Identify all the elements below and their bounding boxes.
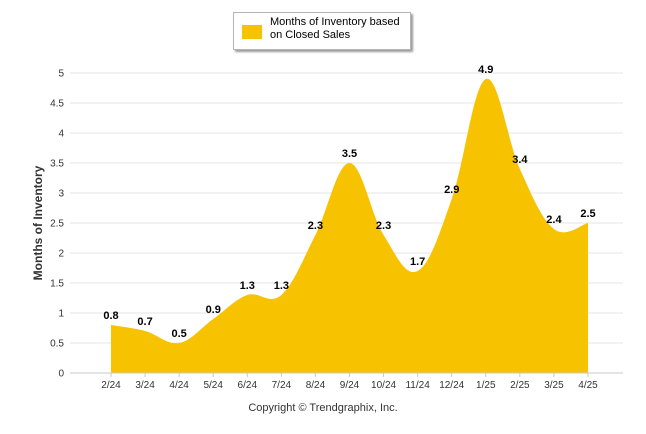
data-label: 0.7 bbox=[137, 316, 152, 328]
data-label: 0.8 bbox=[103, 310, 118, 322]
y-tick-label: 5 bbox=[58, 69, 64, 80]
x-tick-label: 9/24 bbox=[340, 380, 360, 391]
data-label: 1.3 bbox=[240, 280, 255, 292]
y-axis-ticks: 0 0.5 1 1.5 2 2.5 3 3.5 4 4.5 5 bbox=[50, 69, 64, 380]
data-label: 1.7 bbox=[410, 256, 425, 268]
legend-swatch bbox=[242, 25, 262, 39]
data-label: 2.5 bbox=[580, 208, 595, 220]
copyright-footer: Copyright © Trendgraphix, Inc. bbox=[248, 402, 398, 414]
y-tick-label: 1 bbox=[58, 309, 64, 320]
x-tick-label: 6/24 bbox=[238, 380, 258, 391]
y-tick-label: 1.5 bbox=[50, 279, 64, 290]
area-fill bbox=[111, 78, 588, 374]
y-tick-label: 2 bbox=[58, 249, 64, 260]
x-tick-label: 3/25 bbox=[544, 380, 564, 391]
data-label: 2.3 bbox=[376, 220, 391, 232]
y-tick-label: 0.5 bbox=[50, 339, 64, 350]
x-tick-label: 3/24 bbox=[135, 380, 155, 391]
x-tick-label: 4/24 bbox=[169, 380, 189, 391]
legend-label: Months of Inventory based on Closed Sale… bbox=[270, 16, 400, 41]
x-tick-label: 2/24 bbox=[101, 380, 121, 391]
data-label: 3.4 bbox=[512, 154, 528, 166]
x-tick-label: 7/24 bbox=[272, 380, 292, 391]
legend: Months of Inventory based on Closed Sale… bbox=[233, 12, 411, 50]
x-tick-label: 12/24 bbox=[439, 380, 464, 391]
x-tick-label: 4/25 bbox=[578, 380, 598, 391]
area-series bbox=[70, 78, 623, 374]
y-tick-label: 4 bbox=[58, 129, 64, 140]
data-label: 2.3 bbox=[308, 220, 323, 232]
data-label: 3.5 bbox=[342, 148, 357, 160]
y-tick-label: 2.5 bbox=[50, 219, 64, 230]
data-label: 1.3 bbox=[274, 280, 289, 292]
y-tick-label: 4.5 bbox=[50, 99, 64, 110]
data-label: 0.9 bbox=[206, 304, 221, 316]
x-tick-label: 2/25 bbox=[510, 380, 530, 391]
x-tick-label: 10/24 bbox=[371, 380, 396, 391]
y-tick-label: 3 bbox=[58, 189, 64, 200]
data-label: 0.5 bbox=[171, 328, 186, 340]
x-tick-label: 8/24 bbox=[306, 380, 326, 391]
y-tick-label: 3.5 bbox=[50, 159, 64, 170]
x-tick-label: 5/24 bbox=[203, 380, 223, 391]
data-labels: 0.8 0.7 0.5 0.9 1.3 1.3 2.3 3.5 2.3 1.7 2.9 4.9 3.4 2… bbox=[103, 64, 595, 340]
x-tick-label: 11/24 bbox=[405, 380, 430, 391]
x-axis-ticks: 2/24 3/24 4/24 5/24 6/24 7/24 8/24 9/24 10/24 11/… bbox=[101, 373, 598, 391]
y-tick-label: 0 bbox=[58, 369, 64, 380]
data-label: 2.9 bbox=[444, 184, 459, 196]
data-label: 2.4 bbox=[546, 214, 562, 226]
y-axis-label: Months of Inventory bbox=[31, 165, 45, 281]
x-tick-label: 1/25 bbox=[476, 380, 496, 391]
data-label: 4.9 bbox=[478, 64, 493, 76]
